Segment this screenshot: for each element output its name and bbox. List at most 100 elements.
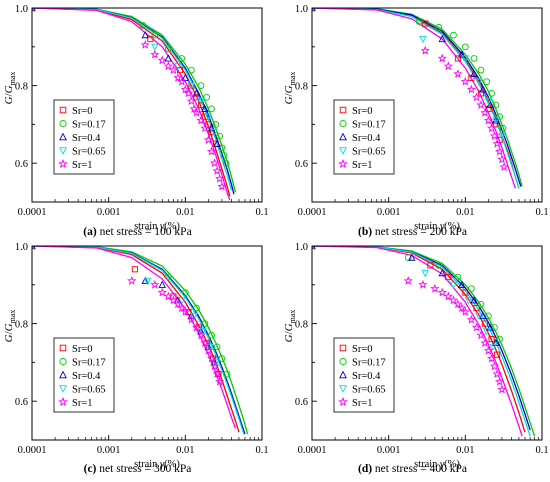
x-tick-label: 0.01 xyxy=(176,445,194,456)
data-point xyxy=(141,30,149,39)
data-point xyxy=(213,139,221,147)
data-point xyxy=(497,154,507,164)
x-tick-label: 0.1 xyxy=(255,207,268,218)
legend-marker xyxy=(59,385,67,393)
data-point xyxy=(466,84,477,94)
data-point xyxy=(218,144,226,152)
data-point xyxy=(185,308,192,316)
data-point xyxy=(210,129,219,137)
data-point xyxy=(470,69,478,78)
panel-label-b: (b) xyxy=(357,226,373,238)
y-tick-label: 0.8 xyxy=(295,82,308,93)
data-point xyxy=(471,92,482,102)
legend-label: Sr=1 xyxy=(352,398,373,409)
y-tick-label: 0.6 xyxy=(15,397,28,408)
legend-label: Sr=0.65 xyxy=(352,385,386,396)
data-point xyxy=(461,55,470,63)
data-point xyxy=(471,322,482,332)
data-point xyxy=(131,266,138,273)
legend-label: Sr=0.4 xyxy=(352,371,381,382)
data-point xyxy=(468,285,475,293)
data-point xyxy=(477,66,485,74)
data-point xyxy=(408,253,416,261)
data-point xyxy=(415,18,423,25)
fit-line-b-1 xyxy=(312,8,523,187)
x-axis-label: strain γ(%) xyxy=(134,221,180,232)
plot-frame-c xyxy=(31,245,263,441)
fit-line-b-4 xyxy=(312,8,517,189)
data-point xyxy=(208,105,215,113)
data-point xyxy=(462,289,469,296)
data-point xyxy=(207,124,216,132)
data-point xyxy=(499,124,507,132)
series-c-1 xyxy=(32,246,231,378)
data-point xyxy=(177,303,187,313)
panel-label-a: (a) xyxy=(83,226,97,238)
data-point xyxy=(435,262,443,269)
data-point xyxy=(204,113,213,121)
data-point xyxy=(180,307,190,316)
data-point xyxy=(486,353,497,363)
data-point xyxy=(192,89,201,97)
data-point xyxy=(476,100,486,109)
y-axis-label: G/Gmax xyxy=(283,72,297,105)
data-point xyxy=(443,61,453,71)
data-point xyxy=(453,69,463,78)
data-point xyxy=(421,270,429,278)
legend-marker xyxy=(59,132,67,141)
legend-marker xyxy=(58,158,68,169)
data-point xyxy=(460,76,470,86)
fit-line-d-0 xyxy=(312,246,526,433)
series-d-0 xyxy=(312,246,501,358)
data-point xyxy=(210,358,219,366)
data-point xyxy=(453,299,463,309)
legend-marker xyxy=(59,106,67,114)
data-point xyxy=(173,72,183,82)
y-tick-label: 0.8 xyxy=(15,82,28,93)
x-tick-label: 0.0001 xyxy=(18,445,47,456)
panel-label-d: (d) xyxy=(357,463,373,475)
legend-marker xyxy=(59,357,67,366)
legend-label: Sr=0 xyxy=(72,106,93,117)
y-tick-label: 0.8 xyxy=(295,320,308,331)
data-point xyxy=(178,55,186,62)
data-point xyxy=(176,67,183,74)
fit-line-a-4 xyxy=(32,8,231,201)
data-point xyxy=(443,291,453,301)
data-point xyxy=(489,343,497,352)
data-point xyxy=(173,299,183,309)
data-point xyxy=(483,115,494,125)
data-point xyxy=(498,132,506,141)
chart-panel-d: 0.0001 0.001 0.01 0.1 0.6 0.8 1.0 strain γ(%) G/… xyxy=(283,242,549,470)
data-point xyxy=(489,131,500,140)
legend-label: Sr=0.4 xyxy=(72,133,101,144)
fit-line-c-1 xyxy=(32,246,249,435)
legend-label: Sr=0 xyxy=(72,344,93,355)
x-tick-label: 0.0001 xyxy=(18,207,47,218)
caption-b: (b) net stress = 200 kPa xyxy=(275,226,550,238)
series-a-4 xyxy=(32,8,227,191)
data-point xyxy=(449,281,458,289)
legend-marker xyxy=(339,132,347,141)
data-point xyxy=(200,123,210,133)
legend-marker xyxy=(339,344,347,352)
legend-label: Sr=0 xyxy=(352,106,373,117)
x-tick-label: 0.1 xyxy=(535,445,548,456)
legend-label: Sr=0.65 xyxy=(352,147,386,158)
data-point xyxy=(188,66,195,74)
data-point xyxy=(489,361,500,371)
fit-line-c-0 xyxy=(32,246,240,433)
legend-label: Sr=0.17 xyxy=(352,358,386,369)
y-tick-label: 1.0 xyxy=(15,242,28,253)
data-point xyxy=(157,55,167,65)
panel-label-c: (c) xyxy=(83,463,97,475)
data-point xyxy=(419,35,427,44)
series-d-2 xyxy=(312,246,500,347)
legend-marker xyxy=(59,119,67,128)
data-point xyxy=(189,103,199,113)
plot-frame-a xyxy=(31,7,263,203)
data-point xyxy=(151,31,159,39)
data-point xyxy=(206,146,217,156)
plot-frame-d xyxy=(311,245,543,441)
y-tick-label: 0.6 xyxy=(295,397,308,408)
